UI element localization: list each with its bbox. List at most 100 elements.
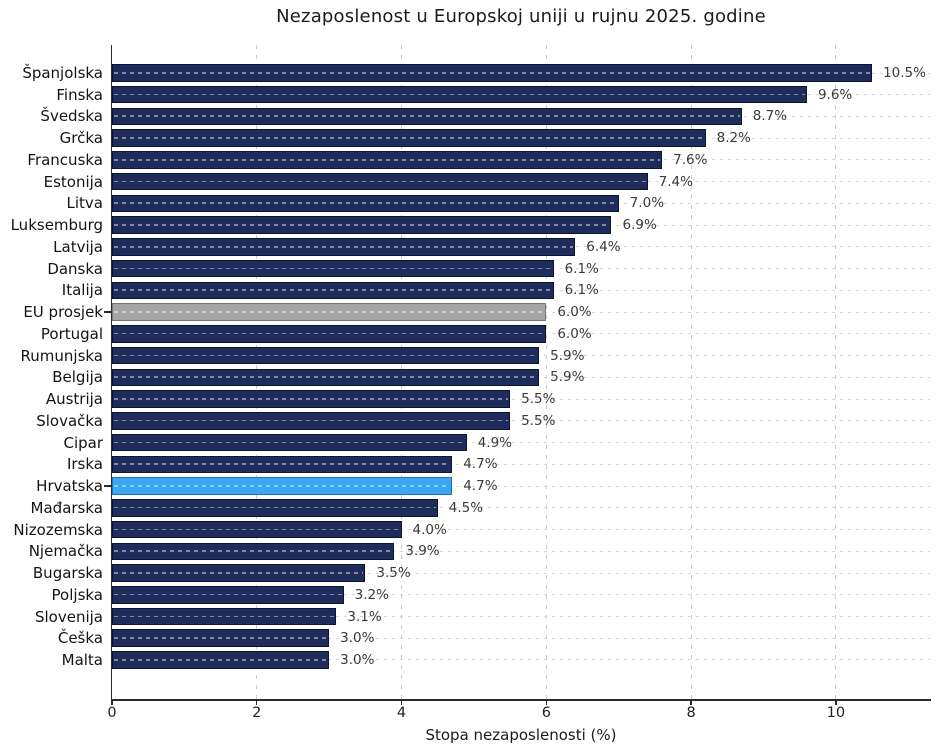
- y-tick-mark-hrvatska: [104, 485, 111, 487]
- category-label-cipar: Cipar: [63, 433, 103, 452]
- value-label-poljska: 3.2%: [354, 586, 389, 603]
- x-axis-spine: [110, 699, 931, 701]
- bar-hrvatska: [112, 477, 453, 495]
- category-label-luksemburg: Luksemburg: [10, 216, 103, 235]
- bar-irska: [112, 455, 453, 474]
- category-label-belgija: Belgija: [52, 368, 103, 387]
- bar-belgija: [112, 368, 540, 387]
- category-label-nizozemska: Nizozemska: [13, 520, 103, 539]
- y-axis-spine: [110, 45, 113, 701]
- bar-njemacka: [112, 542, 395, 561]
- category-label-poljska: Poljska: [51, 585, 103, 604]
- bar-rumunjska: [112, 346, 540, 365]
- value-label-cipar: 4.9%: [477, 434, 513, 451]
- category-label-slovenija: Slovenija: [34, 607, 103, 626]
- category-label-eu-prosjek: EU prosjek: [23, 303, 103, 322]
- value-label-malta: 3.0%: [340, 651, 375, 668]
- bar-poljska: [112, 586, 344, 604]
- bar-estonija: [112, 172, 648, 191]
- y-tick-mark-eu-prosjek: [104, 311, 111, 313]
- value-label-njemacka: 3.9%: [405, 543, 440, 560]
- value-label-hrvatska: 4.7%: [463, 478, 498, 495]
- bar-bugarska: [112, 564, 366, 582]
- value-label-luksemburg: 6.9%: [622, 217, 657, 234]
- value-label-slovenija: 3.1%: [347, 608, 382, 625]
- bar-cipar: [112, 433, 467, 452]
- row-gridline: [112, 616, 930, 617]
- category-label-ceska: Češka: [57, 629, 103, 648]
- category-label-litva: Litva: [66, 194, 103, 213]
- bar-austrija: [112, 390, 511, 408]
- row-gridline: [112, 637, 930, 639]
- value-label-austrija: 5.5%: [521, 391, 556, 408]
- value-label-slovacka: 5.5%: [521, 412, 556, 429]
- x-tick-mark: [400, 700, 403, 705]
- chart-title: Nezaposlenost u Europskoj uniji u rujnu …: [276, 6, 766, 27]
- x-tick-label: 10: [826, 705, 846, 721]
- value-label-rumunjska: 5.9%: [550, 347, 585, 364]
- row-gridline: [112, 463, 930, 465]
- category-label-portugal: Portugal: [40, 324, 103, 343]
- row-gridline: [112, 398, 930, 400]
- x-tick-label: 2: [252, 705, 262, 721]
- category-label-francuska: Francuska: [27, 150, 103, 169]
- value-label-estonija: 7.4%: [658, 173, 693, 190]
- value-label-litva: 7.0%: [629, 195, 665, 212]
- gridline-x-6: [545, 45, 547, 700]
- category-label-finska: Finska: [56, 85, 103, 104]
- row-gridline: [112, 550, 930, 552]
- x-tick-mark: [835, 700, 837, 705]
- value-label-irska: 4.7%: [463, 456, 498, 473]
- bar-portugal: [112, 325, 547, 343]
- bar-grcka: [112, 129, 706, 147]
- category-label-estonija: Estonija: [43, 172, 103, 191]
- row-gridline: [112, 442, 930, 444]
- category-label-hrvatska: Hrvatska: [36, 477, 103, 496]
- gridline-x-8: [690, 45, 692, 700]
- category-label-slovacka: Slovačka: [36, 411, 103, 430]
- row-gridline: [112, 529, 930, 531]
- value-label-nizozemska: 4.0%: [412, 521, 447, 538]
- bar-slovacka: [112, 412, 511, 430]
- category-label-spanjolska: Španjolska: [22, 64, 103, 82]
- bar-slovenija: [112, 607, 337, 626]
- value-label-bugarska: 3.5%: [376, 565, 411, 582]
- category-label-italija: Italija: [61, 281, 103, 300]
- category-label-malta: Malta: [61, 650, 103, 669]
- row-gridline: [112, 594, 930, 596]
- row-gridline: [112, 485, 930, 487]
- category-label-grcka: Grčka: [59, 129, 103, 148]
- category-label-svedska: Švedska: [40, 107, 103, 126]
- category-label-irska: Irska: [66, 455, 103, 474]
- category-label-bugarska: Bugarska: [32, 564, 103, 583]
- bar-ma-arska: [112, 499, 438, 517]
- category-label-ma-arska: Mađarska: [30, 498, 103, 517]
- bar-spanjolska: [112, 64, 873, 82]
- category-label-danska: Danska: [47, 259, 103, 278]
- x-tick-label: 4: [396, 705, 407, 721]
- bar-danska: [112, 259, 554, 278]
- category-label-latvija: Latvija: [53, 237, 103, 256]
- row-gridline: [112, 507, 930, 509]
- value-label-finska: 9.6%: [817, 86, 853, 103]
- value-label-francuska: 7.6%: [673, 151, 708, 168]
- value-label-latvija: 6.4%: [586, 238, 621, 255]
- category-label-austrija: Austrija: [45, 390, 103, 409]
- value-label-belgija: 5.9%: [550, 369, 585, 386]
- category-label-njemacka: Njemačka: [28, 542, 103, 561]
- bar-finska: [112, 85, 807, 104]
- x-tick-mark: [545, 700, 548, 705]
- value-label-grcka: 8.2%: [716, 130, 751, 147]
- category-label-rumunjska: Rumunjska: [20, 346, 103, 365]
- x-tick-mark: [256, 700, 258, 705]
- value-label-ma-arska: 4.5%: [448, 499, 484, 516]
- x-tick-label: 6: [541, 705, 551, 721]
- bar-luksemburg: [112, 216, 612, 234]
- value-label-svedska: 8.7%: [752, 108, 788, 125]
- x-tick-label: 8: [686, 705, 696, 721]
- bar-litva: [112, 194, 619, 213]
- value-label-spanjolska: 10.5%: [883, 65, 926, 81]
- value-label-portugal: 6.0%: [557, 325, 592, 342]
- gridline-x-10: [835, 45, 837, 700]
